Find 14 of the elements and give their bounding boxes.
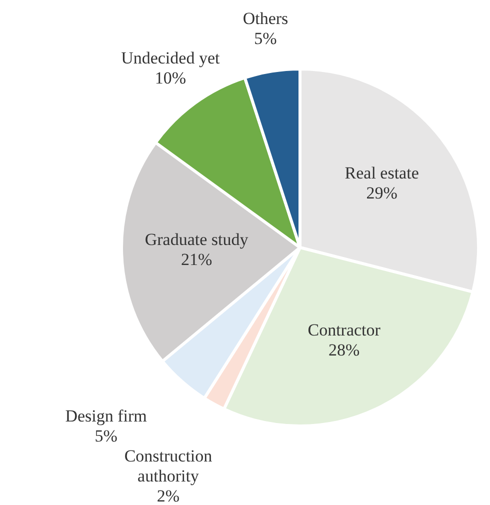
data-label: 28%	[328, 340, 360, 360]
data-label: 10%	[154, 68, 186, 88]
data-label: 5%	[254, 29, 277, 48]
slice-label: Construction authority	[124, 446, 213, 486]
data-label: 2%	[156, 486, 180, 505]
slice-label: Graduate study	[144, 230, 249, 250]
data-label: 21%	[180, 250, 212, 270]
slice-label: Undecided yet	[121, 48, 220, 68]
slice-label: Contractor	[308, 320, 381, 340]
data-label: 29%	[366, 184, 398, 203]
slice-label: Design firm	[65, 406, 147, 426]
data-label: 5%	[94, 426, 118, 446]
slice-label: Real estate	[344, 164, 419, 183]
slice-label: Others	[242, 9, 288, 28]
